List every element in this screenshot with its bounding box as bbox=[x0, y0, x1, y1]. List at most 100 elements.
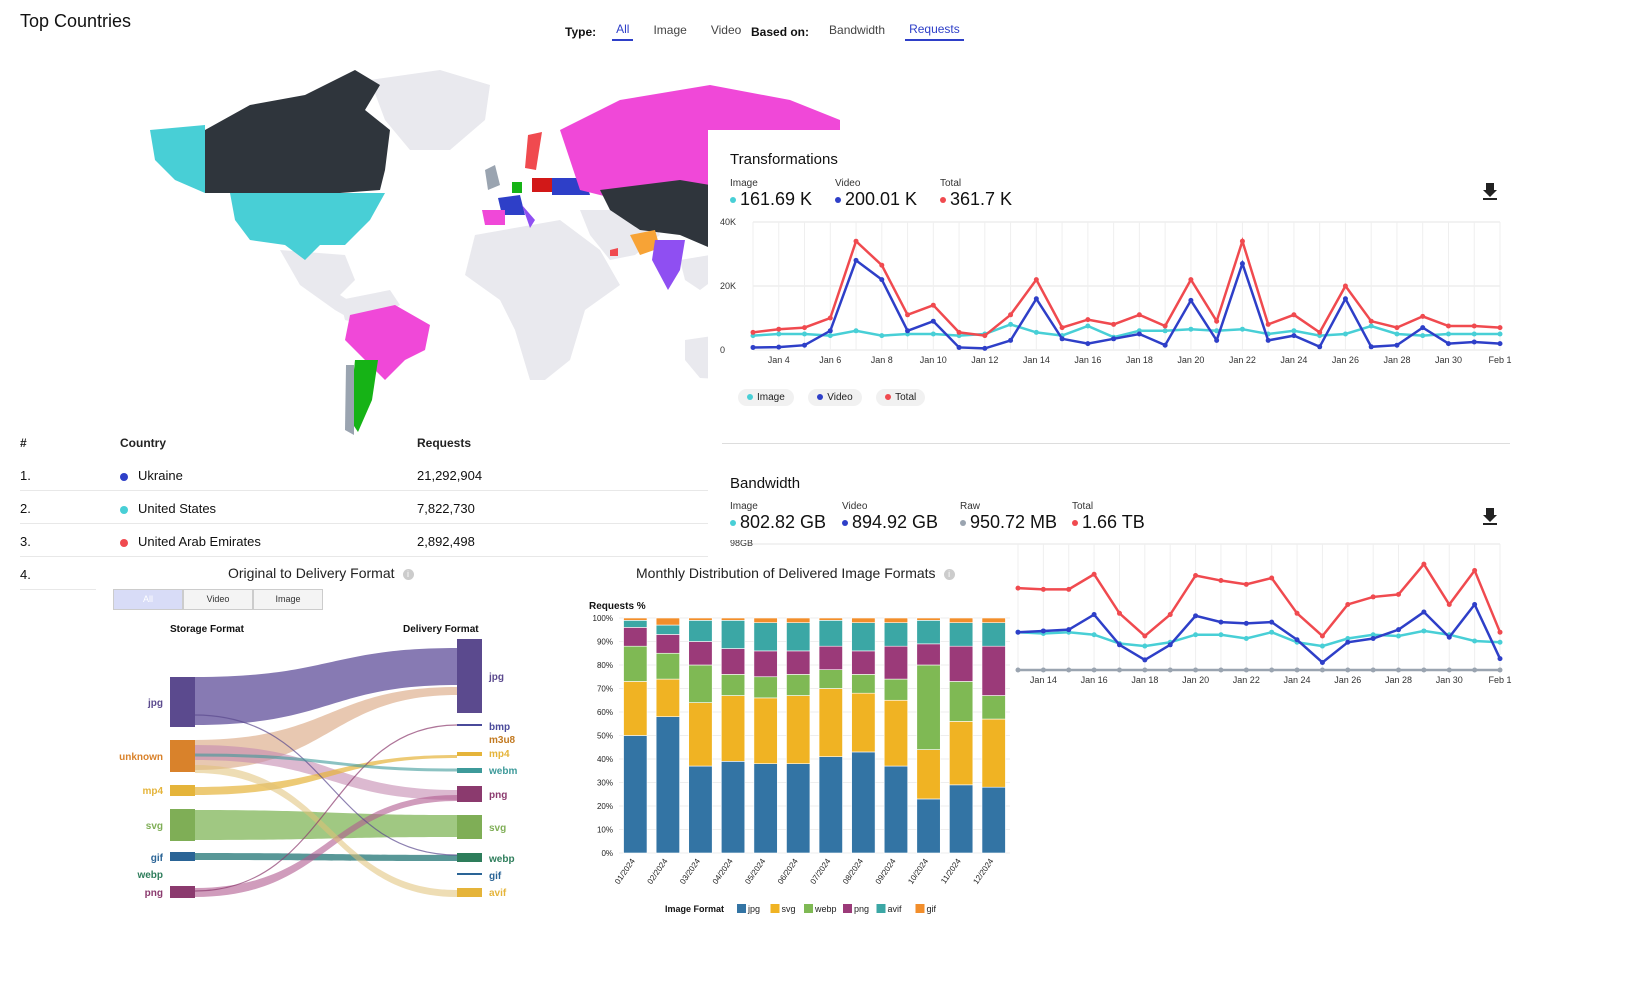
legend-item-video[interactable]: Video bbox=[808, 389, 862, 406]
bar-segment-webp[interactable] bbox=[786, 674, 811, 696]
data-point[interactable] bbox=[853, 328, 859, 334]
legend-item-jpg[interactable]: jpg bbox=[747, 904, 760, 914]
bar-segment-webp[interactable] bbox=[688, 664, 713, 703]
bar-segment-png[interactable] bbox=[753, 650, 778, 678]
bar-segment-png[interactable] bbox=[818, 645, 843, 671]
bar-segment-svg[interactable] bbox=[786, 695, 811, 765]
bar-segment-avif[interactable] bbox=[916, 620, 941, 645]
data-point[interactable] bbox=[1239, 261, 1245, 267]
data-point[interactable] bbox=[1472, 638, 1478, 644]
data-point[interactable] bbox=[1317, 329, 1323, 335]
data-point[interactable] bbox=[1136, 331, 1142, 337]
sankey-node-left[interactable] bbox=[170, 852, 195, 861]
sankey-node-right[interactable] bbox=[457, 752, 482, 756]
data-point[interactable] bbox=[1142, 667, 1148, 673]
data-point[interactable] bbox=[1265, 337, 1271, 343]
map-uk[interactable] bbox=[485, 165, 500, 190]
bar-segment-svg[interactable] bbox=[916, 749, 941, 800]
data-point[interactable] bbox=[1218, 619, 1224, 625]
bar-segment-png[interactable] bbox=[623, 627, 648, 647]
data-point[interactable] bbox=[1472, 667, 1478, 673]
data-point[interactable] bbox=[1370, 636, 1376, 641]
data-point[interactable] bbox=[1243, 667, 1249, 673]
bar-segment-jpg[interactable] bbox=[688, 765, 713, 854]
data-point[interactable] bbox=[802, 342, 808, 348]
sankey-node-right[interactable] bbox=[457, 853, 482, 862]
data-point[interactable] bbox=[1368, 323, 1374, 329]
bar-segment-avif[interactable] bbox=[981, 622, 1006, 647]
data-point[interactable] bbox=[1193, 667, 1199, 673]
data-point[interactable] bbox=[1319, 659, 1325, 665]
sankey-tab-video[interactable]: Video bbox=[183, 589, 253, 610]
data-point[interactable] bbox=[1218, 578, 1224, 584]
sankey-flow[interactable] bbox=[194, 753, 458, 772]
data-point[interactable] bbox=[879, 262, 885, 268]
sankey-flow[interactable] bbox=[194, 724, 458, 892]
bar-segment-jpg[interactable] bbox=[786, 763, 811, 854]
data-point[interactable] bbox=[1059, 325, 1065, 331]
bar-segment-png[interactable] bbox=[721, 648, 746, 675]
map-alaska[interactable] bbox=[150, 125, 205, 193]
data-point[interactable] bbox=[1394, 325, 1400, 331]
map-canada[interactable] bbox=[205, 70, 390, 193]
bar-segment-svg[interactable] bbox=[721, 695, 746, 762]
data-point[interactable] bbox=[1188, 297, 1194, 303]
data-point[interactable] bbox=[1471, 331, 1477, 337]
sankey-node-right[interactable] bbox=[457, 639, 482, 713]
bar-segment-avif[interactable] bbox=[753, 622, 778, 652]
data-point[interactable] bbox=[1167, 667, 1173, 673]
bar-segment-svg[interactable] bbox=[623, 681, 648, 736]
data-point[interactable] bbox=[1116, 667, 1122, 673]
data-point[interactable] bbox=[1420, 333, 1426, 339]
bar-segment-jpg[interactable] bbox=[818, 756, 843, 854]
bar-segment-png[interactable] bbox=[851, 650, 876, 675]
legend-item-avif[interactable]: avif bbox=[888, 904, 903, 914]
legend-swatch[interactable] bbox=[843, 904, 852, 913]
table-row[interactable]: 1. Ukraine 21,292,904 bbox=[20, 458, 720, 491]
download-icon[interactable] bbox=[1482, 182, 1498, 205]
data-point[interactable] bbox=[1188, 326, 1194, 332]
data-point[interactable] bbox=[827, 328, 833, 334]
series-line-video[interactable] bbox=[1017, 602, 1502, 665]
bar-segment-png[interactable] bbox=[688, 641, 713, 666]
data-point[interactable] bbox=[1368, 344, 1374, 350]
series-line-total[interactable] bbox=[1017, 562, 1502, 638]
bar-segment-jpg[interactable] bbox=[851, 751, 876, 854]
data-point[interactable] bbox=[1033, 296, 1039, 302]
type-option-all[interactable]: All bbox=[612, 22, 634, 41]
info-icon[interactable]: i bbox=[402, 568, 414, 580]
data-point[interactable] bbox=[776, 331, 782, 337]
data-point[interactable] bbox=[1421, 561, 1427, 567]
map-spain[interactable] bbox=[482, 210, 505, 225]
data-point[interactable] bbox=[879, 277, 885, 283]
legend-item-gif[interactable]: gif bbox=[927, 904, 937, 914]
based-on-option-bandwidth[interactable]: Bandwidth bbox=[829, 23, 886, 37]
data-point[interactable] bbox=[1342, 283, 1348, 289]
data-point[interactable] bbox=[1193, 632, 1199, 638]
sankey-tab-image[interactable]: Image bbox=[253, 589, 323, 610]
data-point[interactable] bbox=[853, 257, 859, 263]
download-icon[interactable] bbox=[1482, 507, 1498, 530]
data-point[interactable] bbox=[1188, 277, 1194, 283]
bar-segment-gif[interactable] bbox=[721, 617, 746, 621]
data-point[interactable] bbox=[1497, 629, 1503, 635]
data-point[interactable] bbox=[1421, 628, 1427, 634]
bar-segment-jpg[interactable] bbox=[753, 763, 778, 854]
data-point[interactable] bbox=[1345, 639, 1351, 645]
data-point[interactable] bbox=[1243, 636, 1249, 641]
data-point[interactable] bbox=[776, 326, 782, 332]
data-point[interactable] bbox=[802, 331, 808, 337]
data-point[interactable] bbox=[1015, 585, 1021, 591]
data-point[interactable] bbox=[1472, 601, 1478, 607]
bar-segment-webp[interactable] bbox=[753, 676, 778, 699]
bar-segment-png[interactable] bbox=[949, 645, 974, 682]
data-point[interactable] bbox=[1294, 667, 1300, 673]
bar-segment-gif[interactable] bbox=[916, 617, 941, 621]
data-point[interactable] bbox=[1319, 667, 1325, 673]
data-point[interactable] bbox=[1091, 571, 1097, 577]
table-row[interactable]: 3. United Arab Emirates 2,892,498 bbox=[20, 524, 720, 557]
legend-swatch[interactable] bbox=[876, 904, 886, 913]
bar-segment-gif[interactable] bbox=[786, 617, 811, 623]
data-point[interactable] bbox=[1421, 609, 1427, 615]
data-point[interactable] bbox=[1091, 632, 1097, 638]
